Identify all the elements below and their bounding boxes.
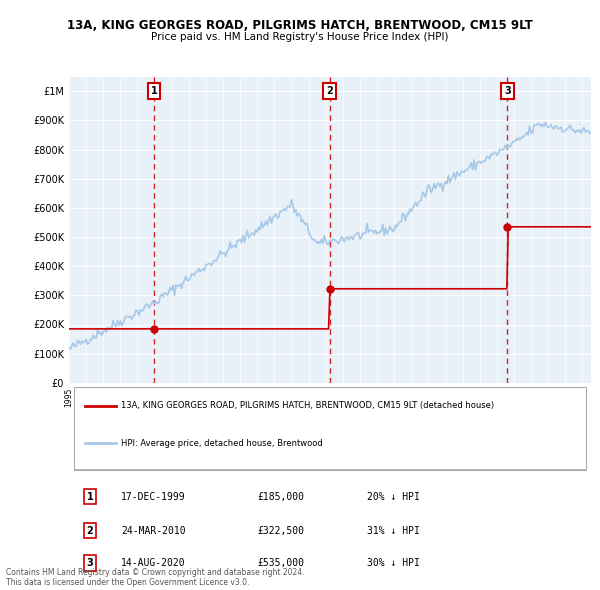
Text: 31% ↓ HPI: 31% ↓ HPI <box>367 526 419 536</box>
Text: 1: 1 <box>151 86 157 96</box>
Text: Price paid vs. HM Land Registry's House Price Index (HPI): Price paid vs. HM Land Registry's House … <box>151 32 449 42</box>
Text: Contains HM Land Registry data © Crown copyright and database right 2024.
This d: Contains HM Land Registry data © Crown c… <box>6 568 305 587</box>
FancyBboxPatch shape <box>74 386 586 470</box>
Text: 2: 2 <box>86 526 93 536</box>
Text: 13A, KING GEORGES ROAD, PILGRIMS HATCH, BRENTWOOD, CM15 9LT: 13A, KING GEORGES ROAD, PILGRIMS HATCH, … <box>67 19 533 32</box>
Text: 3: 3 <box>86 558 93 568</box>
Text: 30% ↓ HPI: 30% ↓ HPI <box>367 558 419 568</box>
Text: £322,500: £322,500 <box>257 526 304 536</box>
Text: 14-AUG-2020: 14-AUG-2020 <box>121 558 186 568</box>
Text: 13A, KING GEORGES ROAD, PILGRIMS HATCH, BRENTWOOD, CM15 9LT (detached house): 13A, KING GEORGES ROAD, PILGRIMS HATCH, … <box>121 401 494 410</box>
Text: 3: 3 <box>504 86 511 96</box>
Text: 20% ↓ HPI: 20% ↓ HPI <box>367 491 419 502</box>
Text: 2: 2 <box>326 86 333 96</box>
Text: HPI: Average price, detached house, Brentwood: HPI: Average price, detached house, Bren… <box>121 439 323 448</box>
Text: 17-DEC-1999: 17-DEC-1999 <box>121 491 186 502</box>
Text: 1: 1 <box>86 491 93 502</box>
Text: £185,000: £185,000 <box>257 491 304 502</box>
Text: 24-MAR-2010: 24-MAR-2010 <box>121 526 186 536</box>
Text: £535,000: £535,000 <box>257 558 304 568</box>
